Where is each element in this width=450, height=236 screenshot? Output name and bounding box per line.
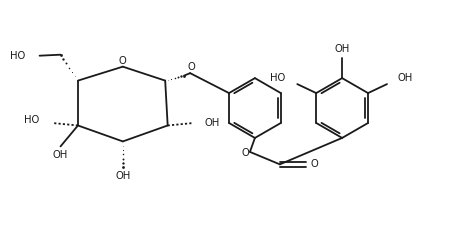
Text: OH: OH	[115, 171, 130, 181]
Text: O: O	[241, 148, 249, 158]
Text: OH: OH	[334, 44, 350, 54]
Text: HO: HO	[270, 73, 285, 83]
Text: O: O	[187, 62, 195, 72]
Text: OH: OH	[205, 118, 220, 128]
Text: OH: OH	[53, 150, 68, 160]
Text: O: O	[311, 159, 319, 169]
Text: HO: HO	[24, 115, 40, 126]
Text: HO: HO	[10, 51, 26, 61]
Text: O: O	[119, 56, 127, 66]
Text: OH: OH	[398, 73, 413, 83]
